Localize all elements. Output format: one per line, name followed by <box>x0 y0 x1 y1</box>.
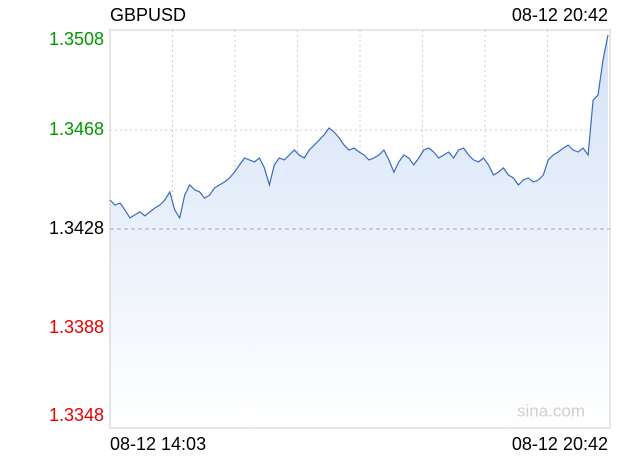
y-tick-label: 1.3468 <box>49 119 104 139</box>
x-tick-label: 08-12 14:03 <box>110 434 206 454</box>
watermark: sina.com <box>517 401 585 420</box>
y-tick-label: 1.3388 <box>49 317 104 337</box>
y-tick-label: 1.3508 <box>49 29 104 49</box>
timestamp: 08-12 20:42 <box>512 5 608 25</box>
line <box>109 34 609 220</box>
chart-title: GBPUSD <box>110 5 186 25</box>
y-tick-label: 1.3428 <box>49 218 104 238</box>
area <box>110 35 608 428</box>
y-tick-label: 1.3348 <box>49 405 104 425</box>
x-tick-label: 08-12 20:42 <box>512 434 608 454</box>
